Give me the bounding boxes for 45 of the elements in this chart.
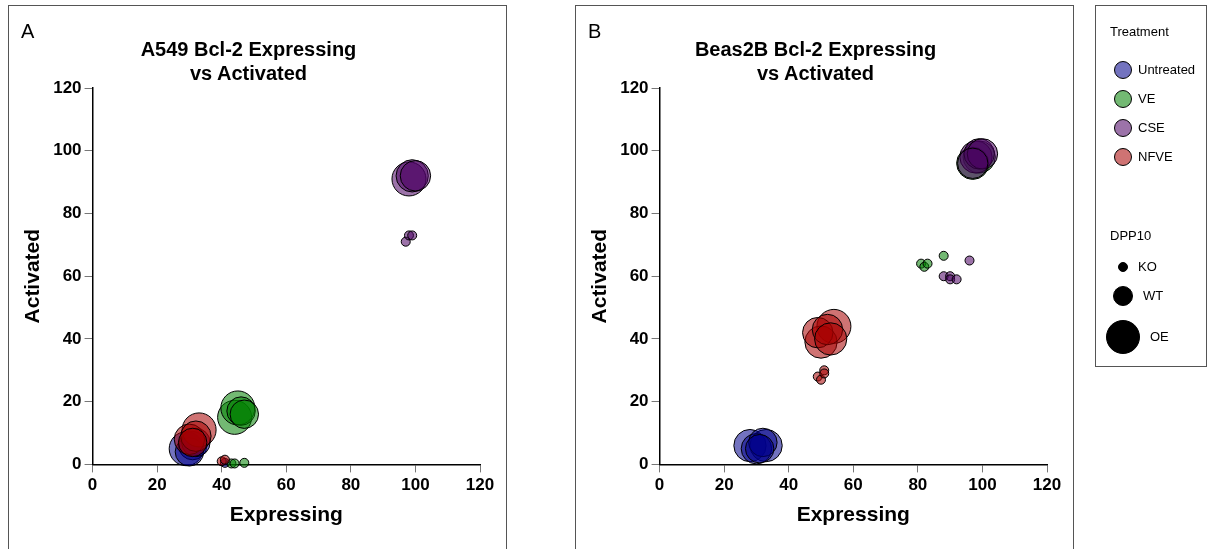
x-tick-label: 120 — [1032, 475, 1062, 495]
y-tick-label: 120 — [620, 77, 649, 97]
y-tick-label: 80 — [629, 203, 649, 223]
x-tick-label: 60 — [843, 475, 863, 495]
y-tick-label: 60 — [629, 265, 649, 285]
x-axis-title: Expressing — [796, 502, 910, 526]
x-tick-label: 80 — [341, 475, 361, 495]
y-axis-title: Activated — [587, 228, 611, 324]
legend-label: WT — [1143, 288, 1164, 304]
y-tick-label: 0 — [639, 454, 649, 474]
legend-label: Untreated — [1138, 62, 1196, 77]
y-tick-label: 100 — [620, 140, 649, 160]
text: B — [588, 19, 602, 42]
x-tick-label: 0 — [87, 475, 98, 495]
y-tick-label: 100 — [53, 140, 82, 160]
x-tick-label: 120 — [465, 475, 495, 495]
legend-label: OE — [1150, 329, 1169, 345]
chart-title: A549 Bcl-2 Expressing vs Activated — [140, 37, 357, 84]
x-axis-title: Expressing — [229, 502, 343, 526]
x-tick-label: 60 — [276, 475, 296, 495]
x-tick-label: 20 — [147, 475, 167, 495]
y-tick-label: 0 — [72, 454, 82, 474]
x-tick-label: 0 — [654, 475, 665, 495]
legend-title: Treatment — [1110, 24, 1169, 39]
y-tick-label: 40 — [62, 328, 82, 348]
x-tick-label: 40 — [212, 475, 232, 495]
y-axis-title: Activated — [20, 228, 44, 324]
y-tick-label: 60 — [62, 265, 82, 285]
x-tick-label: 80 — [908, 475, 928, 495]
y-tick-label: 120 — [53, 77, 82, 97]
legend-label: CSE — [1138, 120, 1165, 135]
x-tick-label: 20 — [714, 475, 734, 495]
y-tick-label: 40 — [629, 328, 649, 348]
legend-label: VE — [1138, 91, 1156, 106]
text: A — [21, 19, 35, 42]
chart-title: Beas2B Bcl-2 Expressing vs Activated — [694, 37, 937, 84]
x-tick-label: 100 — [401, 475, 430, 495]
legend-label: NFVE — [1138, 149, 1173, 164]
y-tick-label: 80 — [62, 203, 82, 223]
legend-label: KO — [1138, 259, 1157, 275]
x-tick-label: 40 — [779, 475, 799, 495]
text: DPP10 — [1110, 228, 1152, 243]
y-tick-label: 20 — [62, 391, 82, 411]
x-tick-label: 100 — [968, 475, 997, 495]
y-tick-label: 20 — [629, 391, 649, 411]
